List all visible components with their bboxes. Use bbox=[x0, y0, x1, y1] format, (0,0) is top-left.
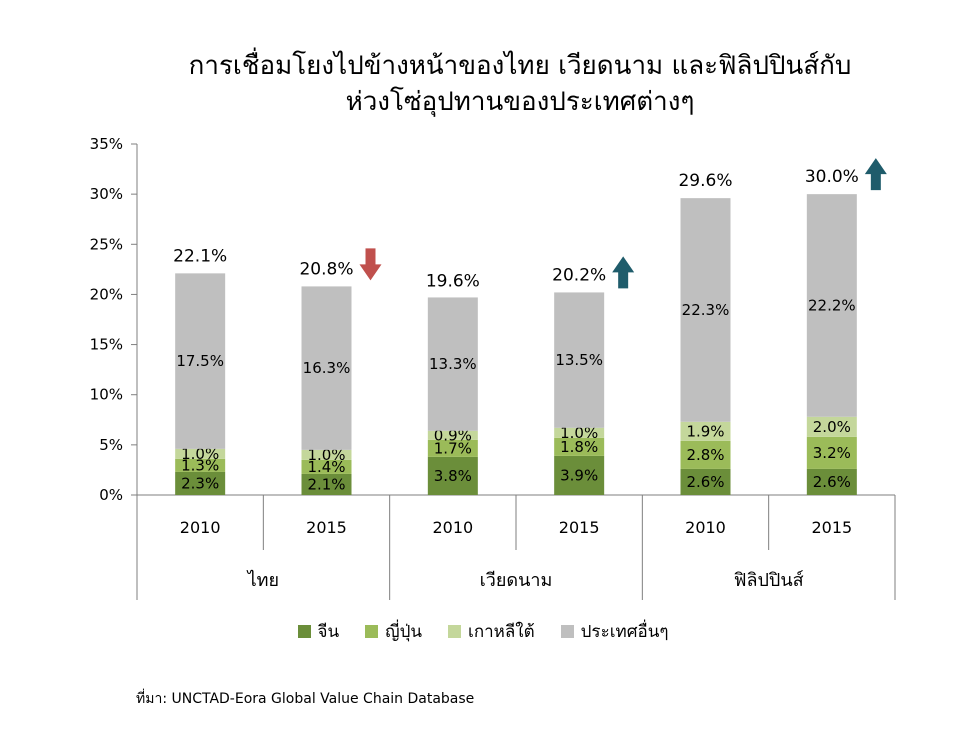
y-tick-label: 30% bbox=[90, 185, 123, 203]
bar-segment-others bbox=[806, 194, 857, 417]
data-label-korea: 0.9% bbox=[434, 426, 472, 444]
data-label-korea: 1.9% bbox=[686, 422, 724, 440]
x-year-label: 2015 bbox=[559, 518, 600, 537]
bar-segment-japan bbox=[806, 436, 857, 469]
bar-segment-china bbox=[806, 468, 857, 495]
legend-label: จีน bbox=[317, 622, 340, 642]
bar-segment-korea bbox=[806, 416, 857, 437]
bar-segment-korea bbox=[680, 421, 731, 441]
data-label-japan: 1.4% bbox=[307, 458, 345, 476]
x-group-label: เวียดนาม bbox=[480, 570, 553, 591]
up-arrow-icon bbox=[612, 256, 635, 289]
bar-segment-china bbox=[175, 471, 226, 495]
data-label-others: 13.5% bbox=[555, 351, 603, 369]
data-label-japan: 2.8% bbox=[686, 446, 724, 464]
y-tick-label: 10% bbox=[90, 386, 123, 404]
down-arrow-icon bbox=[359, 248, 382, 281]
data-label-korea: 1.0% bbox=[560, 424, 598, 442]
legend-item-others: ประเทศอื่นๆ bbox=[560, 618, 669, 645]
bar-segment-japan bbox=[175, 458, 226, 472]
bar-segment-japan bbox=[554, 437, 605, 456]
x-year-label: 2010 bbox=[685, 518, 726, 537]
bar-segment-japan bbox=[427, 439, 478, 457]
data-label-japan: 1.8% bbox=[560, 438, 598, 456]
data-label-others: 16.3% bbox=[303, 359, 351, 377]
legend-swatch bbox=[560, 625, 574, 638]
y-tick-label: 5% bbox=[99, 436, 123, 454]
legend-item-china: จีน bbox=[297, 618, 340, 645]
y-tick-label: 35% bbox=[90, 135, 123, 153]
total-label: 22.1% bbox=[173, 246, 227, 266]
data-label-china: 2.6% bbox=[813, 473, 851, 491]
x-group-label: ฟิลิปปินส์ bbox=[734, 570, 804, 591]
data-label-korea: 2.0% bbox=[813, 418, 851, 436]
legend-swatch bbox=[365, 625, 379, 638]
legend-label: เกาหลีใต้ bbox=[468, 622, 535, 642]
bar-segment-others bbox=[554, 292, 605, 428]
legend-item-korea: เกาหลีใต้ bbox=[448, 618, 535, 645]
total-label: 20.8% bbox=[299, 259, 353, 279]
legend-swatch bbox=[448, 625, 462, 638]
x-year-label: 2010 bbox=[180, 518, 221, 537]
x-year-label: 2015 bbox=[306, 518, 347, 537]
data-label-china: 3.8% bbox=[434, 467, 472, 485]
data-label-others: 22.3% bbox=[682, 301, 730, 319]
chart-title: การเชื่อมโยงไปข้างหน้าของไทย เวียดนาม แล… bbox=[140, 48, 900, 120]
x-year-label: 2015 bbox=[811, 518, 852, 537]
bar-segment-others bbox=[301, 286, 352, 450]
total-label: 19.6% bbox=[426, 271, 480, 291]
total-label: 20.2% bbox=[552, 265, 606, 285]
chart-legend: จีน ญี่ปุ่น เกาหลีใต้ ประเทศอื่นๆ bbox=[0, 618, 966, 645]
data-label-korea: 1.0% bbox=[181, 445, 219, 463]
y-tick-label: 20% bbox=[90, 285, 123, 303]
data-label-japan: 3.2% bbox=[813, 444, 851, 462]
data-label-china: 2.3% bbox=[181, 474, 219, 492]
bar-segment-others bbox=[427, 297, 478, 431]
bar-segment-korea bbox=[554, 427, 605, 438]
y-tick-label: 0% bbox=[99, 486, 123, 504]
data-label-japan: 1.3% bbox=[181, 456, 219, 474]
total-label: 29.6% bbox=[678, 171, 732, 191]
source-note: ที่มา: UNCTAD-Eora Global Value Chain Da… bbox=[136, 691, 475, 707]
data-label-others: 22.2% bbox=[808, 296, 856, 314]
bar-segment-korea bbox=[175, 448, 226, 459]
data-label-others: 17.5% bbox=[176, 352, 224, 370]
legend-label: ประเทศอื่นๆ bbox=[580, 622, 669, 642]
bar-segment-japan bbox=[680, 440, 731, 469]
bar-segment-china bbox=[680, 468, 731, 495]
legend-label: ญี่ปุ่น bbox=[385, 622, 423, 642]
bar-segment-others bbox=[175, 273, 226, 449]
y-tick-label: 25% bbox=[90, 235, 123, 253]
bar-segment-others bbox=[680, 198, 731, 422]
data-label-china: 2.1% bbox=[307, 475, 345, 493]
bar-segment-china bbox=[301, 473, 352, 495]
bar-segment-japan bbox=[301, 459, 352, 474]
bar-segment-korea bbox=[301, 449, 352, 460]
x-group-label: ไทย bbox=[246, 569, 279, 591]
up-arrow-icon bbox=[864, 158, 887, 191]
data-label-china: 2.6% bbox=[686, 473, 724, 491]
legend-item-japan: ญี่ปุ่น bbox=[365, 618, 422, 645]
y-tick-label: 15% bbox=[90, 336, 123, 354]
data-label-china: 3.9% bbox=[560, 466, 598, 484]
x-year-label: 2010 bbox=[432, 518, 473, 537]
data-label-others: 13.3% bbox=[429, 355, 477, 373]
data-label-japan: 1.7% bbox=[434, 439, 472, 457]
chart-title-line-2: ห่วงโซ่อุปทานของประเทศต่างๆ bbox=[345, 87, 695, 117]
total-label: 30.0% bbox=[805, 167, 859, 187]
chart-title-line-1: การเชื่อมโยงไปข้างหน้าของไทย เวียดนาม แล… bbox=[188, 51, 852, 81]
bar-segment-china bbox=[427, 456, 478, 495]
legend-swatch bbox=[297, 625, 311, 638]
data-label-korea: 1.0% bbox=[307, 446, 345, 464]
bar-segment-china bbox=[554, 455, 605, 495]
bar-segment-korea bbox=[427, 430, 478, 440]
